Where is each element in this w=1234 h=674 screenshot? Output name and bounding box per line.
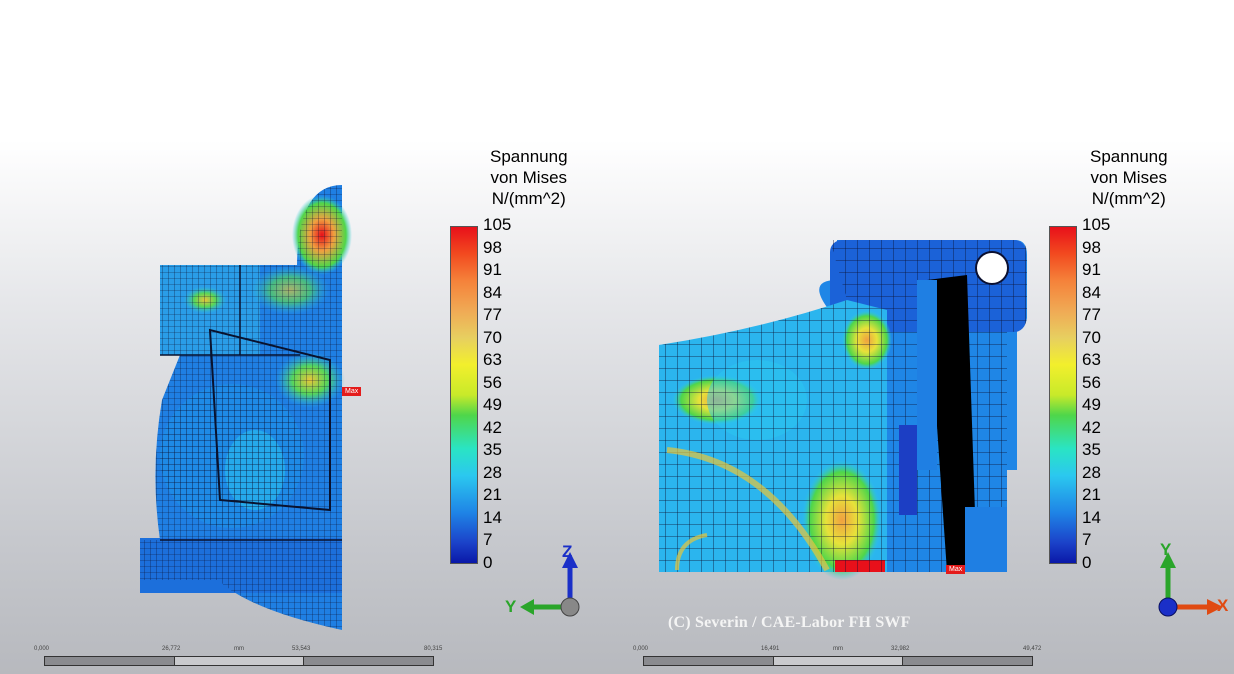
ruler-label: 16,491 bbox=[761, 646, 780, 652]
axis-triad[interactable] bbox=[500, 540, 590, 630]
axis-label-y: Y bbox=[505, 597, 517, 616]
legend-tick-label: 70 bbox=[1082, 327, 1101, 347]
legend-tick-label: 98 bbox=[1082, 237, 1101, 257]
legend-tick-label: 77 bbox=[483, 305, 502, 325]
ruler-label: 49,472 bbox=[1023, 646, 1042, 652]
legend-tick-label: 14 bbox=[1082, 507, 1101, 527]
legend-tick-label: 28 bbox=[483, 462, 502, 482]
legend-title-line: N/(mm^2) bbox=[491, 189, 566, 208]
axis-label-y: Y bbox=[1160, 540, 1172, 559]
legend-tick-label: 63 bbox=[1082, 350, 1101, 370]
legend-tick-label: 42 bbox=[1082, 417, 1101, 437]
legend-tick-label: 77 bbox=[1082, 305, 1101, 325]
legend-title: Spannung von Mises N/(mm^2) bbox=[490, 146, 568, 209]
legend-tick-label: 0 bbox=[1082, 553, 1092, 572]
ruler-label: 32,982 bbox=[891, 646, 910, 652]
ruler-unit: mm bbox=[833, 646, 843, 652]
axis-label-z: Z bbox=[562, 542, 573, 561]
legend-tick-label: 28 bbox=[1082, 462, 1101, 482]
ruler-label: 80,315 bbox=[424, 646, 443, 652]
legend-tick-label: 49 bbox=[483, 395, 502, 415]
legend-tick-label: 70 bbox=[483, 327, 502, 347]
right-viewport[interactable]: Max Spannung von Mises N/(mm^2) 105 98 91 8… bbox=[617, 140, 1234, 674]
legend-tick-label: 21 bbox=[483, 485, 502, 505]
legend-tick-label: 105 bbox=[1082, 215, 1111, 234]
legend-tick-label: 35 bbox=[483, 440, 502, 460]
legend-tick-label: 7 bbox=[1082, 530, 1092, 550]
axis-triad[interactable] bbox=[1147, 535, 1234, 625]
legend-tick-label: 56 bbox=[1082, 372, 1101, 392]
legend-tick-label: 84 bbox=[1082, 282, 1101, 302]
legend-tick-label: 7 bbox=[483, 530, 493, 550]
fea-viewport[interactable]: Max Spannung von Mises N/(mm^2) 105 98 91 8… bbox=[0, 140, 1234, 674]
legend-tick-label: 63 bbox=[483, 350, 502, 370]
ruler-label: 0,000 bbox=[34, 646, 50, 652]
legend-tick-label: 14 bbox=[483, 507, 502, 527]
legend-tick-label: 84 bbox=[483, 282, 502, 302]
legend-tick-label: 49 bbox=[1082, 395, 1101, 415]
ruler-unit: mm bbox=[234, 646, 244, 652]
color-scale-bar bbox=[1049, 226, 1077, 564]
ruler-label: 26,772 bbox=[162, 646, 181, 652]
axis-label-x: X bbox=[1217, 596, 1229, 615]
color-scale-bar bbox=[450, 226, 478, 564]
legend-title-line: Spannung bbox=[490, 147, 568, 166]
legend-tick-label: 91 bbox=[1082, 260, 1101, 280]
ruler-label: 53,543 bbox=[292, 646, 311, 652]
legend-tick-label: 91 bbox=[483, 260, 502, 280]
left-mesh-model bbox=[140, 185, 352, 630]
legend-tick-label: 21 bbox=[1082, 485, 1101, 505]
legend-tick-label: 35 bbox=[1082, 440, 1101, 460]
legend-title: Spannung von Mises N/(mm^2) bbox=[1090, 146, 1168, 209]
legend-tick-label: 0 bbox=[483, 553, 493, 572]
legend-title-line: Spannung bbox=[1090, 147, 1168, 166]
max-stress-marker: Max bbox=[946, 565, 966, 574]
legend-title-line: von Mises bbox=[490, 168, 568, 187]
legend-tick-label: 42 bbox=[483, 417, 502, 437]
legend-tick-label: 56 bbox=[483, 372, 502, 392]
legend-title-line: von Mises bbox=[1090, 168, 1168, 187]
max-stress-marker: Max bbox=[342, 387, 362, 396]
ruler-label: 0,000 bbox=[633, 646, 649, 652]
legend-tick-label: 105 bbox=[483, 215, 512, 234]
right-mesh-model bbox=[659, 240, 1027, 580]
legend-tick-label: 98 bbox=[483, 237, 502, 257]
copyright-watermark: (C) Severin / CAE-Labor FH SWF bbox=[668, 614, 911, 631]
left-viewport[interactable]: Max Spannung von Mises N/(mm^2) 105 98 91 8… bbox=[0, 140, 617, 674]
legend-title-line: N/(mm^2) bbox=[1091, 189, 1166, 208]
